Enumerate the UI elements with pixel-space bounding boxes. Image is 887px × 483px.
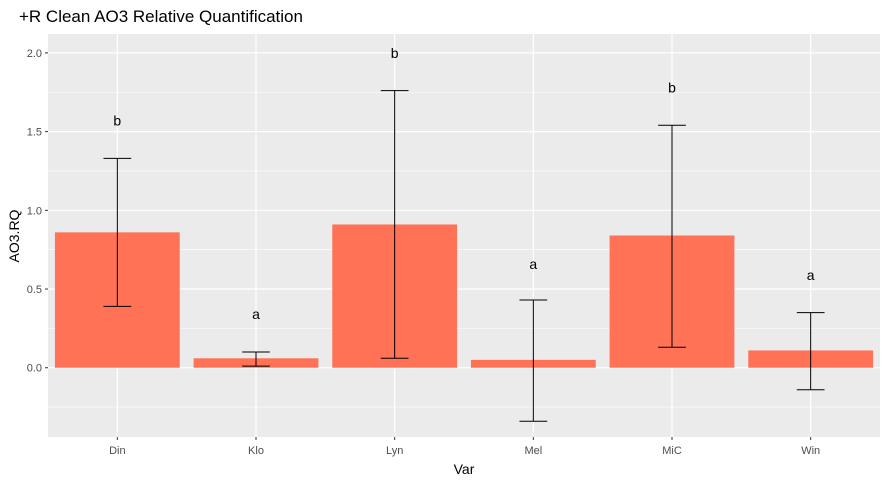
y-tick-label: 1.5 <box>27 127 42 139</box>
y-tick-label: 0.0 <box>27 363 42 375</box>
x-tick-label: Mel <box>524 445 542 457</box>
grid-minor-lines <box>48 91 880 408</box>
annotation-label: b <box>391 45 399 61</box>
annotation-label: a <box>252 306 260 322</box>
annotation-label: a <box>807 267 815 283</box>
chart-title: +R Clean AO3 Relative Quantification <box>19 7 303 26</box>
annotation-label: a <box>529 256 537 272</box>
x-axis-title: Var <box>454 461 475 477</box>
y-tick-label: 2.0 <box>27 48 42 60</box>
y-axis-title: AO3.RQ <box>6 209 22 262</box>
y-axis: 0.0 0.5 1.0 1.5 2.0 <box>27 48 48 375</box>
plot-panel <box>48 34 880 437</box>
errorbars-layer <box>103 90 825 422</box>
x-axis: Din Klo Lyn Mel MiC Win <box>109 437 820 457</box>
annotations-layer: b a b a b a <box>113 45 814 322</box>
annotation-label: b <box>668 80 676 96</box>
x-tick-label: Klo <box>248 445 264 457</box>
x-tick-label: Win <box>801 445 820 457</box>
x-tick-label: MiC <box>662 445 682 457</box>
x-tick-label: Lyn <box>386 445 403 457</box>
annotation-label: b <box>113 113 121 129</box>
x-tick-label: Din <box>109 445 126 457</box>
y-tick-label: 1.0 <box>27 205 42 217</box>
y-tick-label: 0.5 <box>27 284 42 296</box>
